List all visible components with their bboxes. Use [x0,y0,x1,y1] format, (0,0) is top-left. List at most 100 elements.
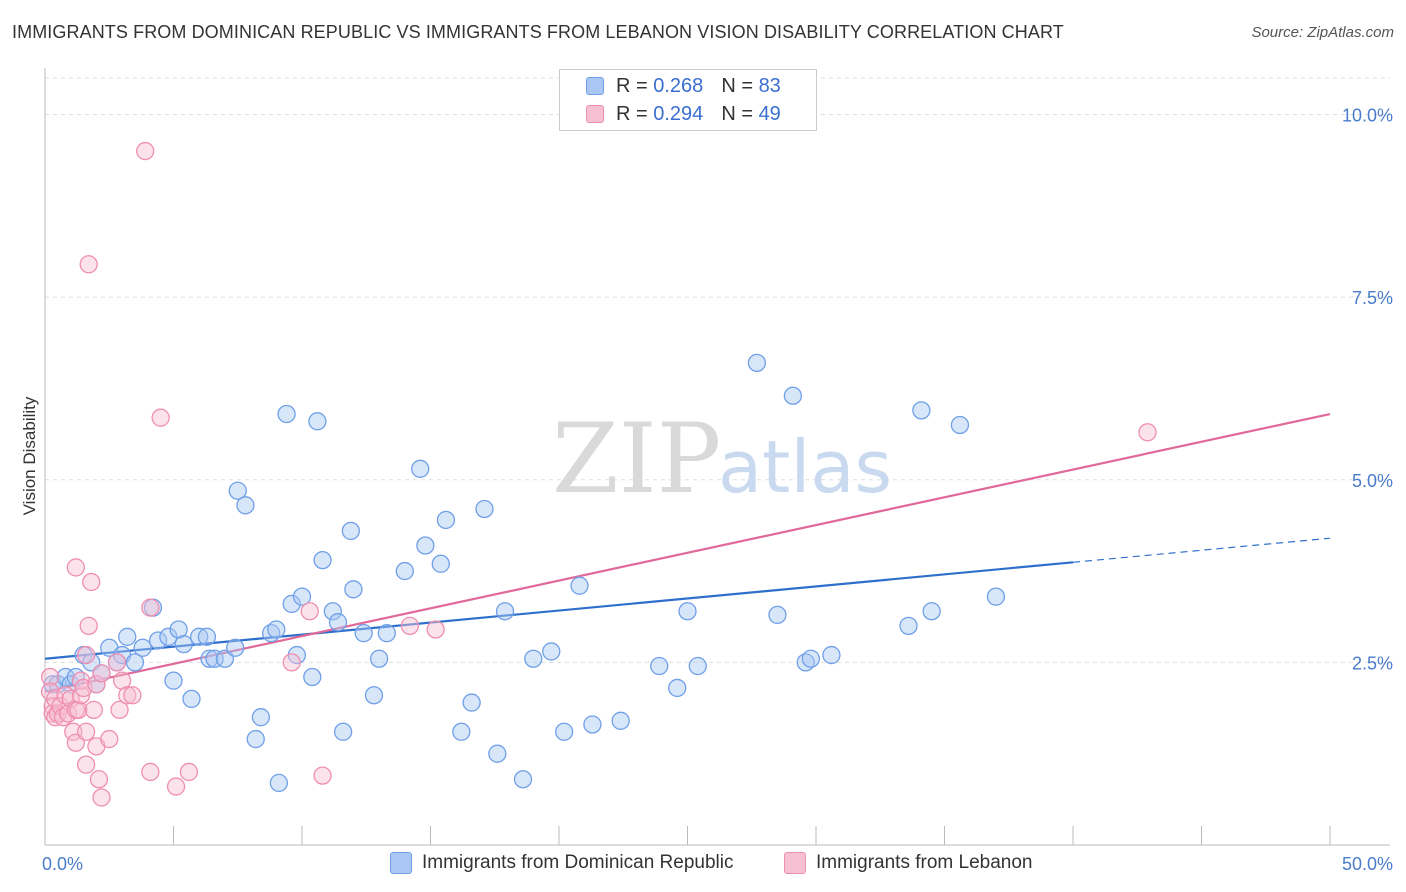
point-s1-32 [100,729,119,749]
point-s1-46 [313,766,332,785]
correlation-legend: R = 0.268 N = 83 R = 0.294 N = 49 [559,69,817,131]
point-s0-77 [822,645,841,665]
point-s0-79 [912,401,931,420]
point-s0-80 [922,602,941,621]
point-s0-70 [678,602,697,621]
point-s0-22 [190,627,209,646]
series-legend-dominican: Immigrants from Dominican Republic [390,852,734,874]
point-s0-59 [488,744,507,763]
point-s0-34 [269,773,289,793]
point-s0-67 [611,711,630,730]
point-s0-71 [688,656,707,676]
point-s1-12 [64,722,83,741]
point-s0-40 [308,412,327,431]
point-s1-31 [92,664,111,683]
point-s0-25 [205,649,224,668]
point-s1-36 [118,686,137,705]
point-s1-7 [51,697,70,716]
point-s1-41 [151,408,170,427]
point-s1-44 [282,653,301,672]
point-s1-26 [84,700,103,720]
point-s1-19 [66,558,85,577]
point-s0-60 [495,602,515,621]
point-s0-24 [200,649,219,668]
watermark-atlas: atlas [718,425,892,509]
legend-n-value-lebanon: 49 [758,102,781,125]
series-legend-lebanon: Immigrants from Lebanon [784,852,1033,874]
point-s0-56 [452,722,471,741]
grid-lines [45,77,1390,663]
point-s1-38 [136,141,155,161]
point-s0-29 [236,496,255,515]
point-s0-52 [411,459,430,478]
point-s1-15 [69,700,88,720]
point-s0-48 [364,686,384,705]
point-s1-21 [76,722,96,741]
point-s0-74 [783,386,803,405]
y-tick-label-3: 10.0% [1342,106,1393,126]
point-s0-13 [125,653,145,672]
y-tick-label-1: 5.0% [1352,471,1393,491]
y-axis-title: Vision Disability [20,396,39,515]
trend-lines [44,412,1331,693]
point-s0-16 [148,631,168,650]
point-s1-34 [110,700,129,720]
point-s0-49 [369,649,389,668]
point-s0-65 [570,576,589,595]
point-s0-39 [303,667,322,687]
point-s1-30 [92,788,111,807]
point-s0-50 [377,624,396,643]
point-s0-23 [197,627,217,646]
point-s1-24 [79,255,98,274]
legend-swatch-dominican [586,77,604,95]
point-s1-16 [71,686,91,705]
point-s0-33 [267,620,286,639]
point-s1-33 [107,653,127,672]
point-s0-78 [899,616,918,636]
series-swatch-dominican [390,852,412,874]
legend-row-lebanon: R = 0.294 N = 49 [586,101,781,127]
point-s1-42 [166,777,186,796]
point-s0-73 [768,605,787,625]
point-s1-17 [71,671,91,690]
point-s0-17 [159,627,178,646]
point-s0-28 [228,481,247,500]
point-s0-36 [282,594,301,614]
series-swatch-lebanon [784,852,806,874]
point-s0-72 [747,353,767,373]
point-s1-20 [76,645,96,665]
point-s1-43 [179,762,199,782]
series-label-lebanon: Immigrants from Lebanon [816,852,1033,873]
point-s0-47 [354,624,373,643]
x-tick-label-end: 50.0% [1342,854,1393,874]
point-s0-46 [344,580,363,599]
point-s1-22 [76,755,96,774]
point-s0-42 [323,602,342,621]
point-s0-81 [950,415,970,435]
point-s0-35 [277,404,296,424]
legend-r-label: R = [616,102,648,125]
point-s0-66 [583,715,602,734]
point-s0-44 [333,722,353,741]
point-s1-0 [40,667,60,687]
point-s0-18 [164,671,183,690]
point-s0-58 [475,499,494,519]
point-s1-48 [426,620,445,639]
trend-line-s0 [44,561,1074,660]
point-s0-82 [986,587,1006,606]
point-s0-55 [436,510,456,530]
point-s1-37 [123,686,142,705]
legend-n-value-dominican: 83 [758,74,781,97]
point-s0-12 [118,627,137,646]
point-s0-14 [133,638,152,657]
point-s1-40 [141,762,160,782]
chart-source: Source: ZipAtlas.com [1251,24,1394,41]
point-s1-45 [300,602,319,621]
legend-swatch-lebanon [586,105,604,123]
point-s0-63 [542,642,561,661]
legend-n-label: N = [721,74,753,97]
y-tick-label-0: 2.5% [1352,653,1393,673]
point-s1-27 [87,675,106,694]
trend-line-s1 [44,412,1331,693]
